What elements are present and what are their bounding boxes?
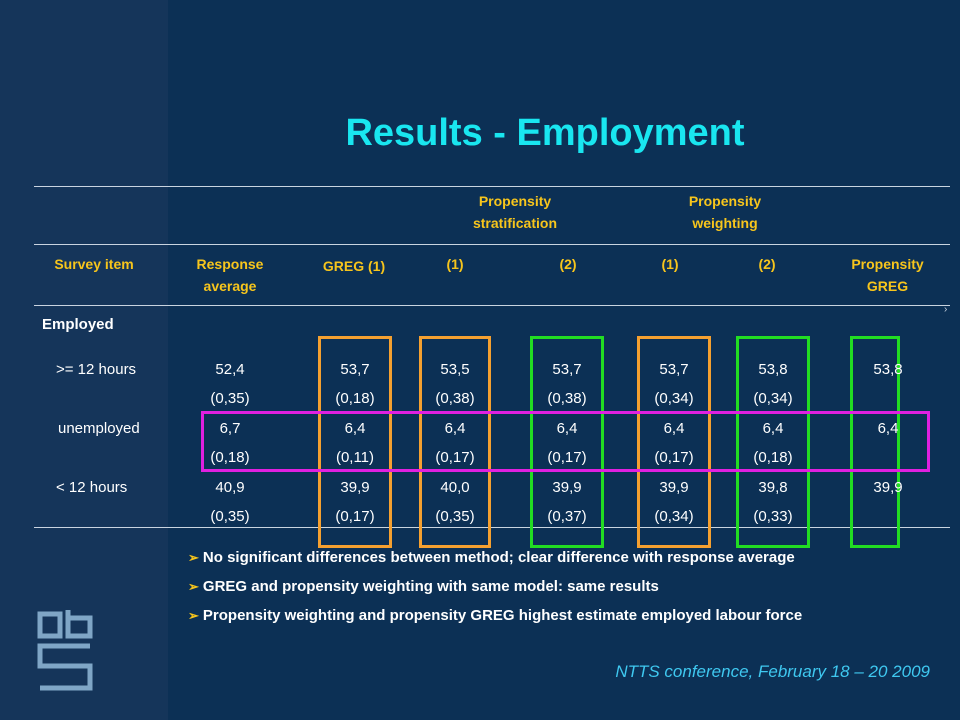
cell-value: 6,4: [762, 420, 784, 437]
cell-value: 39,9: [340, 479, 370, 496]
cell-value: 39,9: [873, 479, 903, 496]
arrow-bullet-icon: ➢: [188, 579, 199, 594]
cell-value: 6,4: [556, 420, 578, 437]
section-employed: Employed: [42, 316, 114, 333]
cell-value: 39,9: [552, 479, 582, 496]
cell-se: (0,37): [547, 508, 587, 525]
cell-value: 6,4: [663, 420, 685, 437]
rule-group: [34, 244, 950, 245]
cell-se: (0,17): [335, 508, 375, 525]
cell-value: 6,4: [444, 420, 466, 437]
left-band: [0, 0, 168, 720]
cell-value: 39,8: [758, 479, 788, 496]
box-unemployed-row: [201, 411, 930, 472]
arrow-bullet-icon: ➢: [188, 608, 199, 623]
bullet-item: ➢ No significant differences between meth…: [188, 549, 795, 566]
cell-se: (0,34): [654, 508, 694, 525]
rule-arrow-icon: ›: [944, 304, 948, 315]
cell-se: (0,33): [753, 508, 793, 525]
col-header-strat-1: (1): [446, 256, 464, 272]
bullet-item: ➢ GREG and propensity weighting with same…: [188, 578, 659, 595]
bullet-item: ➢ Propensity weighting and propensity GRE…: [188, 607, 803, 624]
cell-value: 6,7: [219, 420, 241, 437]
row-label-lt12: < 12 hours: [56, 479, 128, 496]
cell-se: (0,34): [654, 390, 694, 407]
cell-se: (0,35): [210, 390, 250, 407]
cell-value: 53,8: [873, 361, 903, 378]
row-label-unemployed: unemployed: [58, 420, 140, 437]
cell-value: 39,9: [659, 479, 689, 496]
box-weight-2: [736, 336, 810, 548]
cell-se: (0,18): [335, 390, 375, 407]
cell-value: 53,7: [659, 361, 689, 378]
cell-se: (0,11): [335, 449, 375, 466]
cell-se: (0,34): [753, 390, 793, 407]
cell-se: (0,38): [435, 390, 475, 407]
bullet-list: ➢ No significant differences between meth…: [188, 548, 808, 635]
cell-se: (0,18): [753, 449, 793, 466]
cell-se: (0,17): [654, 449, 694, 466]
col-header-weight-2: (2): [758, 256, 776, 272]
col-header-propensity-greg: Propensity GREG: [851, 256, 924, 294]
cell-se: (0,17): [435, 449, 475, 466]
col-header-greg: GREG (1): [322, 258, 386, 274]
group-header-weighting: Propensity weighting: [688, 193, 762, 231]
arrow-bullet-icon: ➢: [188, 550, 199, 565]
cell-se: (0,18): [210, 449, 250, 466]
footer-text: NTTS conference, February 18 – 20 2009: [615, 662, 930, 681]
cell-value: 53,8: [758, 361, 788, 378]
cell-se: (0,17): [547, 449, 587, 466]
col-header-survey-item: Survey item: [54, 256, 134, 272]
cell-value: 40,0: [440, 479, 470, 496]
cell-value: 53,7: [552, 361, 582, 378]
col-header-response-average: Response average: [196, 256, 264, 294]
slide-title: Results - Employment: [345, 112, 745, 154]
box-propensity-greg: [850, 336, 900, 548]
box-weight-1: [637, 336, 711, 548]
rule-bottom: [34, 527, 950, 528]
cbs-logo-icon: [37, 610, 93, 691]
cell-value: 53,7: [340, 361, 370, 378]
cell-value: 53,5: [440, 361, 470, 378]
cell-se: (0,35): [210, 508, 250, 525]
rule-top: [34, 186, 950, 187]
box-greg: [318, 336, 392, 548]
cell-value: 6,4: [877, 420, 899, 437]
rule-header: [34, 305, 950, 306]
row-label-ge12: >= 12 hours: [56, 361, 137, 378]
cell-value: 40,9: [215, 479, 245, 496]
col-header-weight-1: (1): [661, 256, 679, 272]
box-strat-2: [530, 336, 604, 548]
box-strat-1: [419, 336, 491, 548]
group-header-stratification: Propensity stratification: [472, 193, 557, 231]
cell-value: 6,4: [344, 420, 366, 437]
col-header-strat-2: (2): [559, 256, 577, 272]
cell-se: (0,38): [547, 390, 587, 407]
cell-value: 52,4: [215, 361, 245, 378]
cell-se: (0,35): [435, 508, 475, 525]
